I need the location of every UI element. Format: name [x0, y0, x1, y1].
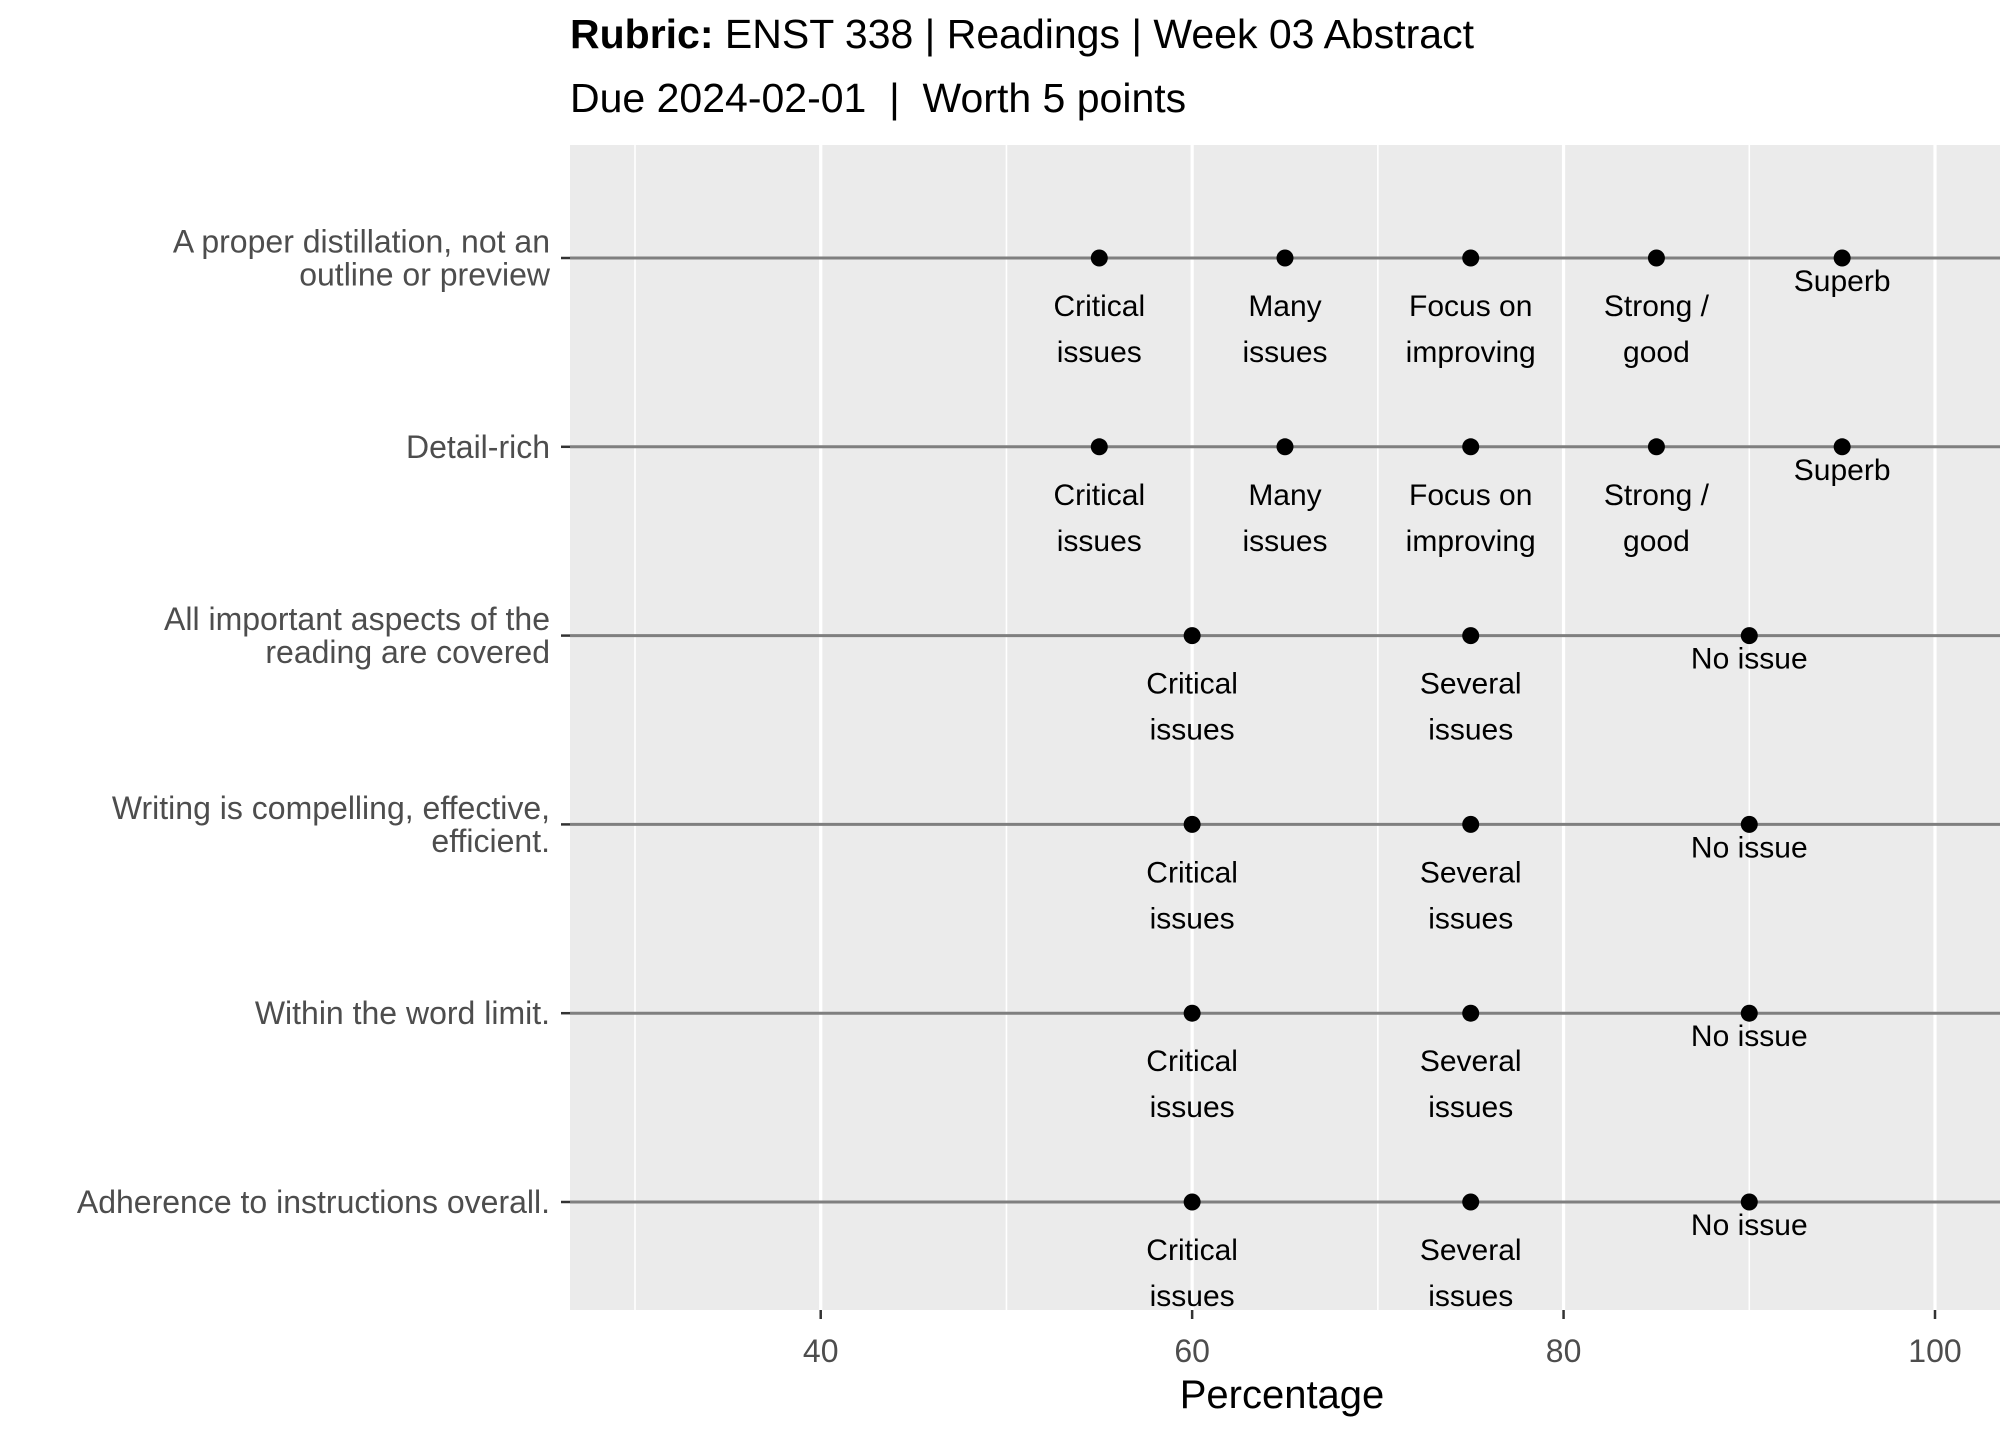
rubric-point [1462, 627, 1480, 645]
row-label: A proper distillation, not an outline or … [173, 224, 551, 293]
x-tick-label: 60 [1174, 1333, 1210, 1369]
rubric-point [1740, 1004, 1758, 1022]
rubric-row: Writing is compelling, effective, efficie… [112, 790, 2000, 935]
plot-panel [570, 145, 2000, 1310]
rubric-row: A proper distillation, not an outline or … [173, 224, 2000, 369]
row-label: Adherence to instructions overall. [77, 1184, 550, 1220]
rubric-point [1090, 438, 1108, 456]
point-label: No issue [1691, 1020, 1808, 1053]
point-label: No issue [1691, 1209, 1808, 1242]
rubric-point [1462, 1004, 1480, 1022]
rubric-rows: A proper distillation, not an outline or … [77, 224, 2000, 1313]
chart-title: Rubric: ENST 338 | Readings | Week 03 Ab… [570, 11, 1475, 57]
point-label: Focus on improving [1406, 479, 1536, 558]
point-label: Critical issues [1053, 479, 1145, 558]
point-label: Many issues [1242, 479, 1327, 558]
x-tick-label: 100 [1908, 1333, 1961, 1369]
point-label: No issue [1691, 831, 1808, 864]
point-label: Focus on improving [1406, 290, 1536, 369]
rubric-point [1740, 627, 1758, 645]
rubric-point [1183, 815, 1201, 833]
rubric-point [1833, 438, 1851, 456]
rubric-point [1740, 1193, 1758, 1211]
rubric-row: Detail-rich Critical issues Many issues Focus… [406, 429, 2000, 558]
row-label: Detail-rich [406, 429, 550, 465]
rubric-point [1462, 815, 1480, 833]
rubric-point [1090, 249, 1108, 267]
point-label: No issue [1691, 643, 1808, 676]
point-label: Superb [1794, 454, 1891, 487]
rubric-point [1647, 438, 1665, 456]
chart-title-bold: Rubric: [570, 11, 714, 57]
rubric-point [1647, 249, 1665, 267]
rubric-row: Adherence to instructions overall. Critic… [77, 1184, 2000, 1313]
point-label: Several issues [1420, 1234, 1522, 1313]
point-label: Strong / good [1604, 479, 1710, 558]
rubric-point [1276, 438, 1294, 456]
rubric-point [1276, 249, 1294, 267]
point-label: Several issues [1420, 856, 1522, 935]
chart-title-rest: ENST 338 | Readings | Week 03 Abstract [714, 11, 1475, 57]
rubric-point [1740, 815, 1758, 833]
point-label: Critical issues [1146, 668, 1238, 747]
point-label: Strong / good [1604, 290, 1710, 369]
point-label: Critical issues [1146, 856, 1238, 935]
rubric-point [1462, 1193, 1480, 1211]
point-label: Several issues [1420, 668, 1522, 747]
point-label: Superb [1794, 265, 1891, 298]
rubric-point [1183, 1193, 1201, 1211]
x-axis-label: Percentage [1180, 1373, 1385, 1417]
rubric-point [1183, 627, 1201, 645]
x-tick-label: 80 [1546, 1333, 1582, 1369]
rubric-point [1833, 249, 1851, 267]
row-label: All important aspects of the reading are … [164, 601, 550, 670]
chart-subtitle: Due 2024-02-01 | Worth 5 points [570, 75, 1186, 121]
point-label: Critical issues [1053, 290, 1145, 369]
point-label: Many issues [1242, 290, 1327, 369]
point-label: Critical issues [1146, 1045, 1238, 1124]
x-axis: 40 60 80 100 [803, 1310, 1962, 1369]
x-tick-label: 40 [803, 1333, 839, 1369]
point-label: Critical issues [1146, 1234, 1238, 1313]
rubric-point [1183, 1004, 1201, 1022]
rubric-point [1462, 438, 1480, 456]
row-label: Writing is compelling, effective, efficie… [112, 790, 550, 859]
point-label: Several issues [1420, 1045, 1522, 1124]
rubric-point [1462, 249, 1480, 267]
grid-lines [634, 145, 1937, 1310]
row-label: Within the word limit. [255, 995, 550, 1031]
rubric-row: All important aspects of the reading are … [164, 601, 2000, 747]
rubric-row: Within the word limit. Critical issues Seve… [255, 995, 2000, 1124]
